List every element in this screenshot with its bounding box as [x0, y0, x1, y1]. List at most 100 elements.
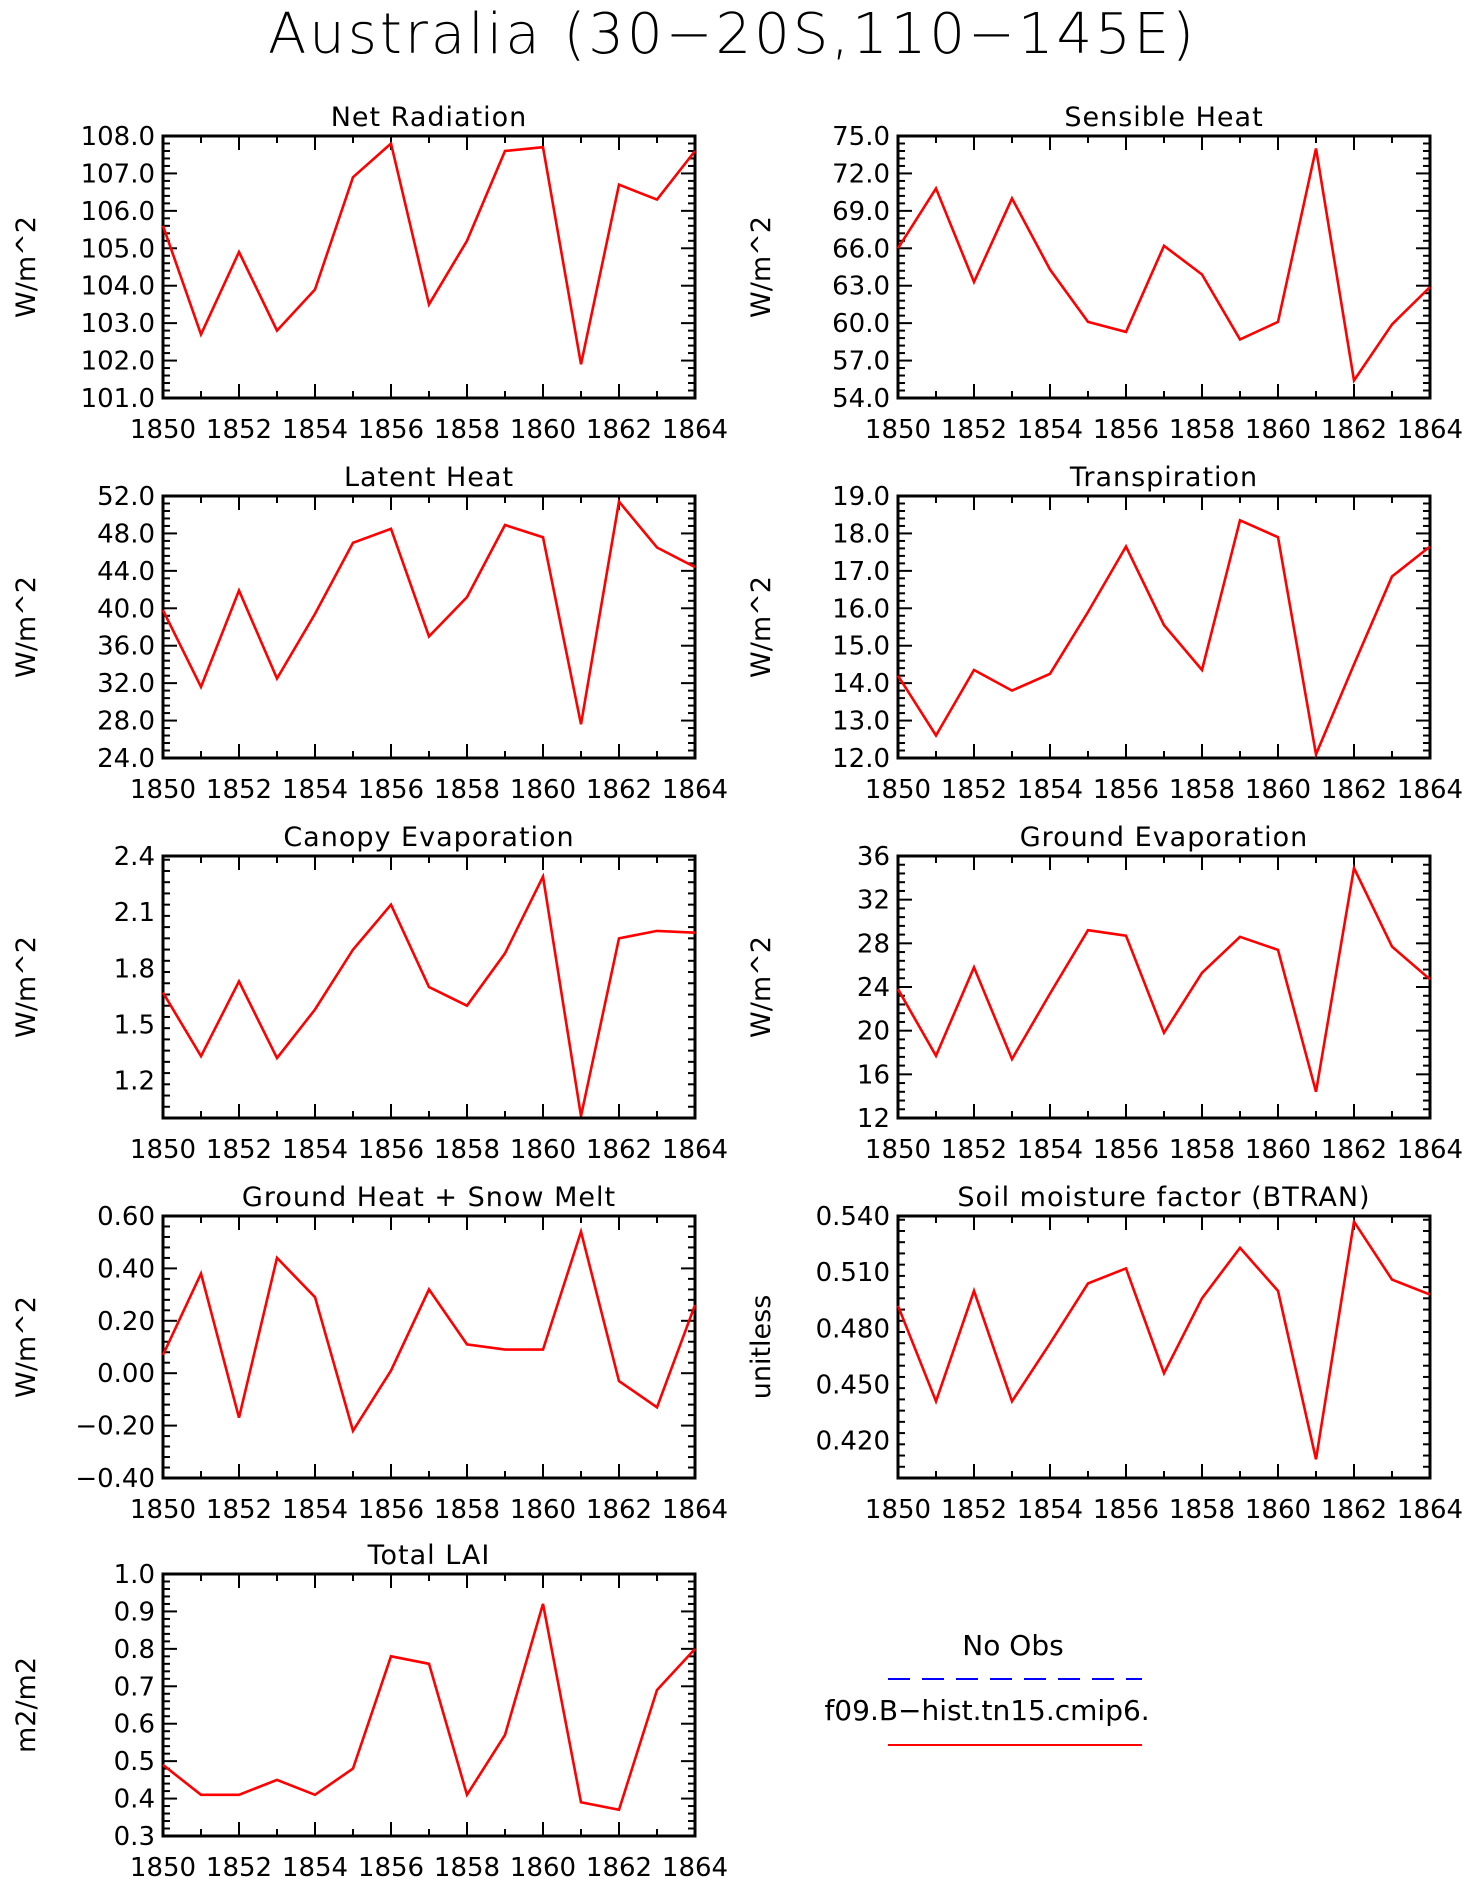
y-tick-label: 0.3 [114, 1822, 155, 1852]
x-tick-label: 1850 [865, 775, 931, 805]
x-tick-label: 1862 [586, 1853, 652, 1883]
x-tick-label: 1850 [130, 1853, 196, 1883]
panel-title: Total LAI [367, 1540, 491, 1571]
x-tick-label: 1860 [1245, 415, 1311, 445]
series-line [896, 518, 1431, 759]
panel-sensible-heat: Sensible Heat W/m^2 1850 1852 1854 1856 1858 18… [746, 102, 1463, 445]
x-tick-label: 1858 [1169, 775, 1235, 805]
x-tick-label: 1862 [586, 415, 652, 445]
y-tick-label: 12 [857, 1104, 890, 1134]
y-tick-label: 106.0 [81, 197, 155, 227]
panel-ground-evaporation: Ground Evaporation W/m^2 1850 1852 1854 1856 1… [746, 822, 1463, 1165]
x-tick-label: 1850 [865, 1135, 931, 1165]
x-tick-label: 1852 [941, 415, 1007, 445]
panel-title: Soil moisture factor (BTRAN) [957, 1182, 1370, 1213]
y-tick-label: 0.8 [114, 1635, 155, 1665]
y-axis-label: W/m^2 [11, 576, 42, 678]
y-axis-label: W/m^2 [11, 216, 42, 318]
x-tick-label: 1850 [130, 775, 196, 805]
x-tick-label: 1864 [662, 1853, 728, 1883]
series-line [161, 141, 697, 365]
x-tick-label: 1856 [358, 415, 424, 445]
x-tick-label: 1856 [358, 775, 424, 805]
y-tick-label: 15.0 [832, 632, 890, 662]
y-tick-label: 17.0 [832, 557, 890, 587]
y-tick-label: 13.0 [832, 707, 890, 737]
y-tick-label: 1.5 [114, 1010, 155, 1040]
x-tick-label: 1856 [358, 1495, 424, 1525]
y-tick-label: 102.0 [81, 347, 155, 377]
y-tick-label: 0.4 [114, 1785, 155, 1815]
x-tick-label: 1860 [510, 415, 576, 445]
x-tick-label: 1860 [1245, 1135, 1311, 1165]
series-line [896, 1218, 1431, 1460]
y-tick-label: 0.510 [816, 1258, 890, 1288]
x-tick-label: 1860 [510, 1135, 576, 1165]
y-tick-label: 105.0 [81, 234, 155, 264]
x-tick-label: 1858 [434, 1495, 500, 1525]
x-tick-label: 1860 [510, 1495, 576, 1525]
y-tick-label: 48.0 [97, 519, 155, 549]
x-tick-label: 1854 [1017, 775, 1083, 805]
panel-soil-moisture-factor: Soil moisture factor (BTRAN) unitless 1850… [746, 1182, 1463, 1525]
x-tick-label: 1852 [206, 1135, 272, 1165]
series-line [896, 863, 1431, 1093]
panel-total-lai: Total LAI m2/m2 1850 1852 1854 1856 1858 1860 18… [11, 1540, 728, 1883]
series-line [896, 148, 1431, 384]
x-tick-label: 1852 [941, 775, 1007, 805]
y-axis-label: W/m^2 [746, 936, 777, 1038]
y-tick-label: 2.1 [114, 898, 155, 928]
y-tick-label: 52.0 [97, 482, 155, 512]
plot-frame [896, 494, 1432, 760]
y-axis-label: m2/m2 [11, 1657, 42, 1753]
y-axis-label: unitless [746, 1295, 777, 1400]
y-tick-label: 0.5 [114, 1747, 155, 1777]
y-tick-label: 63.0 [832, 272, 890, 302]
y-tick-label: 32 [857, 886, 890, 916]
x-tick-label: 1852 [206, 775, 272, 805]
x-tick-label: 1858 [434, 775, 500, 805]
plot-frame [161, 1572, 697, 1838]
y-tick-label: 28 [857, 929, 890, 959]
y-tick-label: 69.0 [832, 197, 890, 227]
x-tick-label: 1862 [586, 1495, 652, 1525]
y-tick-label: 24.0 [97, 744, 155, 774]
plot-frame [161, 494, 697, 760]
y-tick-label: 108.0 [81, 122, 155, 152]
x-tick-label: 1850 [130, 1135, 196, 1165]
x-tick-label: 1864 [662, 775, 728, 805]
y-tick-label: 14.0 [832, 669, 890, 699]
legend-model-label: f09.B−hist.tn15.cmip6.k32 [824, 1694, 1150, 1727]
x-tick-label: 1852 [206, 1853, 272, 1883]
y-tick-label: 32.0 [97, 669, 155, 699]
series-line [162, 1603, 696, 1812]
y-tick-label: 60.0 [832, 309, 890, 339]
x-tick-label: 1860 [510, 1853, 576, 1883]
plot-frame [161, 854, 697, 1120]
panel-transpiration: Transpiration W/m^2 1850 1852 1854 1856 1858 18… [746, 462, 1463, 805]
x-tick-label: 1852 [206, 415, 272, 445]
x-tick-label: 1864 [1397, 1495, 1463, 1525]
y-tick-label: 66.0 [832, 234, 890, 264]
y-tick-label: 75.0 [832, 122, 890, 152]
y-tick-label: 18.0 [832, 519, 890, 549]
panel-title: Ground Evaporation [1020, 822, 1309, 853]
x-tick-label: 1864 [662, 1135, 728, 1165]
y-tick-label: 19.0 [832, 482, 890, 512]
x-tick-label: 1856 [358, 1853, 424, 1883]
x-tick-label: 1864 [662, 1495, 728, 1525]
x-tick-label: 1856 [1093, 1135, 1159, 1165]
x-tick-label: 1862 [1321, 1135, 1387, 1165]
y-tick-label: 57.0 [832, 347, 890, 377]
x-tick-label: 1850 [130, 1495, 196, 1525]
x-tick-label: 1854 [282, 1495, 348, 1525]
y-tick-label: 103.0 [81, 309, 155, 339]
y-tick-label: 0.9 [114, 1597, 155, 1627]
y-tick-label: 72.0 [832, 159, 890, 189]
x-tick-label: 1858 [1169, 1495, 1235, 1525]
panel-title: Net Radiation [331, 102, 528, 133]
series-line [161, 872, 696, 1117]
panel-title: Sensible Heat [1064, 102, 1263, 133]
x-tick-label: 1856 [358, 1135, 424, 1165]
panel-title: Ground Heat + Snow Melt [242, 1182, 616, 1213]
